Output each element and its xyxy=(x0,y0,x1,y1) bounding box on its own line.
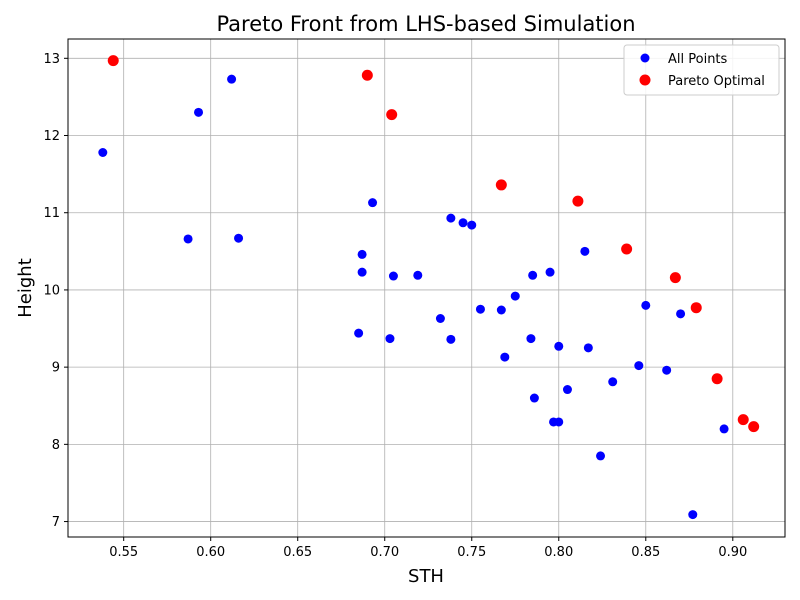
pareto-optimal-point xyxy=(711,373,723,385)
pareto-optimal-point xyxy=(386,109,398,121)
legend-box xyxy=(623,44,780,96)
x-tick-label: 0.60 xyxy=(196,545,225,560)
legend-marker-all-points xyxy=(640,53,650,63)
all-points-point xyxy=(458,218,468,228)
all-points-point xyxy=(446,213,456,223)
all-points-point xyxy=(475,304,485,314)
all-points-point xyxy=(554,341,564,351)
data-points xyxy=(98,55,760,520)
pareto-optimal-point xyxy=(572,195,584,207)
y-tick-label: 9 xyxy=(52,361,60,376)
all-points-point xyxy=(357,267,367,277)
x-axis-label: STH xyxy=(408,566,444,587)
plot-area-frame xyxy=(67,38,786,538)
x-tick-label: 0.75 xyxy=(457,545,486,560)
series-pareto-optimal xyxy=(107,55,760,433)
chart-title: Pareto Front from LHS-based Simulation xyxy=(216,12,635,36)
legend-label-pareto-optimal: Pareto Optimal xyxy=(668,74,765,89)
all-points-point xyxy=(183,234,193,244)
pareto-optimal-point xyxy=(361,69,373,81)
all-points-point xyxy=(194,107,204,117)
all-points-point xyxy=(580,246,590,256)
all-points-point xyxy=(528,270,538,280)
axis-ticks: 0.55 0.60 0.65 0.70 0.75 0.80 0.85 0.90 7 8 9 10 11 1… xyxy=(43,52,747,560)
series-all-points xyxy=(98,74,729,520)
grid-lines xyxy=(68,39,785,537)
y-tick-label: 12 xyxy=(43,129,60,144)
all-points-point xyxy=(385,334,395,344)
y-tick-label: 7 xyxy=(52,515,60,530)
all-points-point xyxy=(388,271,398,281)
all-points-point xyxy=(227,74,237,84)
pareto-optimal-point xyxy=(737,414,749,426)
all-points-point xyxy=(596,451,606,461)
y-tick-label: 10 xyxy=(43,283,60,298)
all-points-point xyxy=(467,220,477,230)
all-points-point xyxy=(413,270,423,280)
all-points-point xyxy=(510,291,520,301)
x-tick-label: 0.80 xyxy=(544,545,573,560)
y-axis-label: Height xyxy=(15,258,36,318)
all-points-point xyxy=(562,385,572,395)
x-tick-label: 0.65 xyxy=(283,545,312,560)
all-points-point xyxy=(446,334,456,344)
pareto-optimal-point xyxy=(107,55,119,67)
all-points-point xyxy=(545,267,555,277)
pareto-optimal-point xyxy=(669,272,681,284)
all-points-point xyxy=(583,343,593,353)
x-tick-label: 0.85 xyxy=(631,545,660,560)
y-tick-label: 13 xyxy=(43,52,60,67)
pareto-optimal-point xyxy=(748,421,760,433)
all-points-point xyxy=(688,510,698,520)
pareto-optimal-point xyxy=(621,243,633,255)
all-points-point xyxy=(500,352,510,362)
all-points-point xyxy=(641,300,651,310)
legend-marker-pareto-optimal xyxy=(639,74,651,86)
legend: All Points Pareto Optimal xyxy=(623,44,780,96)
all-points-point xyxy=(554,417,564,427)
all-points-point xyxy=(234,233,244,243)
all-points-point xyxy=(98,147,108,157)
all-points-point xyxy=(608,377,618,387)
y-tick-label: 8 xyxy=(52,438,60,453)
all-points-point xyxy=(357,249,367,259)
pareto-optimal-point xyxy=(690,302,702,314)
x-tick-label: 0.55 xyxy=(109,545,138,560)
all-points-point xyxy=(529,393,539,403)
pareto-optimal-point xyxy=(495,179,507,191)
all-points-point xyxy=(634,361,644,371)
x-tick-label: 0.90 xyxy=(718,545,747,560)
all-points-point xyxy=(354,328,364,338)
all-points-point xyxy=(662,365,672,375)
all-points-point xyxy=(526,334,536,344)
all-points-point xyxy=(435,313,445,323)
all-points-point xyxy=(496,305,506,315)
legend-label-all-points: All Points xyxy=(668,52,728,67)
all-points-point xyxy=(676,309,686,319)
all-points-point xyxy=(719,424,729,434)
x-tick-label: 0.70 xyxy=(370,545,399,560)
y-tick-label: 11 xyxy=(43,206,60,221)
all-points-point xyxy=(368,198,378,208)
